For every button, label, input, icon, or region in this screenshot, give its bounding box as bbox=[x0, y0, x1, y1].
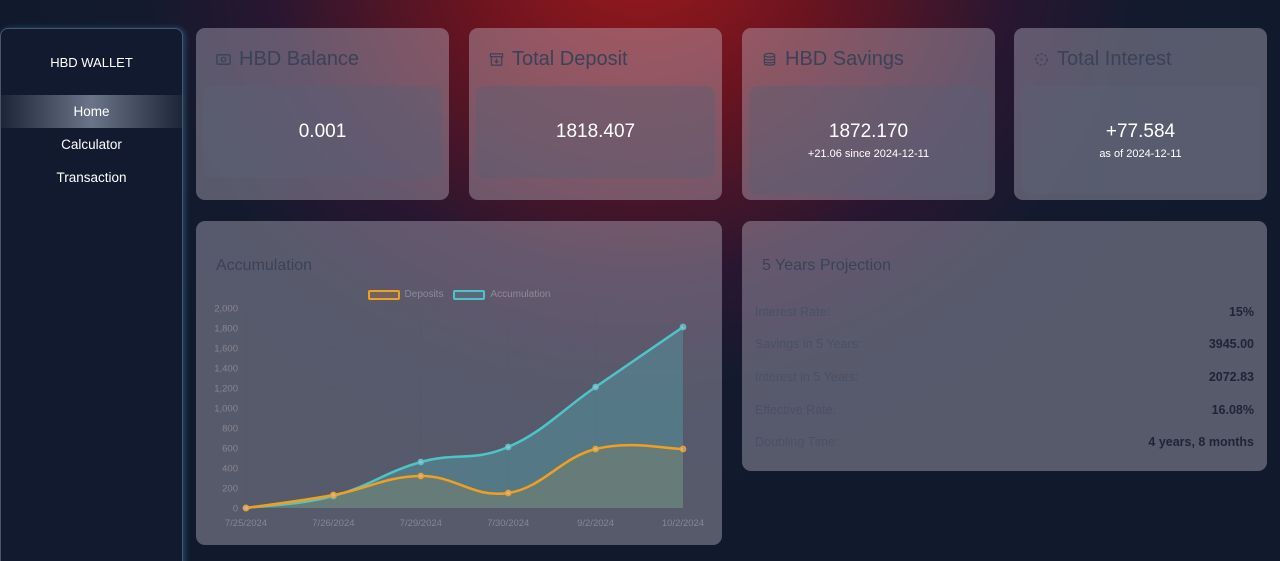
legend-item-deposits[interactable]: Deposits bbox=[367, 289, 444, 300]
y-tick-label: 400 bbox=[222, 464, 238, 475]
data-point-deposits bbox=[417, 472, 425, 480]
hbd-savings-label: HBD Savings bbox=[785, 48, 904, 70]
x-tick-label: 9/2/2024 bbox=[577, 518, 614, 529]
x-tick-label: 7/26/2024 bbox=[312, 518, 354, 529]
y-tick-label: 2,000 bbox=[214, 304, 238, 315]
effective-rate-value: 16.08% bbox=[1211, 403, 1254, 417]
data-point-deposits bbox=[242, 504, 250, 512]
y-tick-label: 1,200 bbox=[214, 384, 238, 395]
x-tick-label: 7/25/2024 bbox=[225, 518, 267, 529]
legend-label-accumulation: Accumulation bbox=[490, 289, 551, 300]
total-interest-box: +77.584 as of 2024-12-11 bbox=[1021, 86, 1260, 194]
total-deposit-box: 1818.407 bbox=[476, 86, 715, 178]
y-tick-label: 1,400 bbox=[214, 364, 238, 375]
hbd-balance-title: HBD Balance bbox=[216, 48, 359, 71]
total-interest-card: Total Interest +77.584 as of 2024-12-11 bbox=[1014, 28, 1267, 200]
projection-panel: 5 Years Projection Interest Rate: 15% Sa… bbox=[742, 221, 1267, 471]
legend-label-deposits: Deposits bbox=[404, 289, 444, 300]
data-point-accumulation bbox=[504, 443, 512, 451]
total-interest-title: Total Interest bbox=[1034, 48, 1172, 71]
hbd-balance-box: 0.001 bbox=[203, 86, 442, 178]
interest-rate-label: Interest Rate: bbox=[755, 305, 831, 319]
interest-5y-value: 2072.83 bbox=[1208, 370, 1254, 384]
money-icon bbox=[216, 54, 231, 65]
data-point-deposits bbox=[592, 445, 599, 453]
y-tick-label: 600 bbox=[222, 444, 238, 455]
hbd-savings-card: HBD Savings 1872.170 +21.06 since 2024-1… bbox=[742, 28, 995, 200]
projection-row-effective-rate: Effective Rate: 16.08% bbox=[755, 403, 1254, 417]
data-point-deposits bbox=[504, 489, 512, 497]
total-deposit-value: 1818.407 bbox=[555, 121, 636, 142]
accumulation-panel: Accumulation Deposits Accumulation 0 200 4… bbox=[196, 221, 722, 545]
y-tick-label: 1,800 bbox=[214, 324, 238, 335]
hbd-balance-value: 0.001 bbox=[298, 121, 347, 142]
database-icon bbox=[763, 52, 776, 66]
series-line-deposits bbox=[245, 443, 684, 510]
hbd-savings-value: 1872.170 bbox=[828, 120, 909, 142]
hbd-savings-box: 1872.170 +21.06 since 2024-12-11 bbox=[749, 86, 988, 194]
savings-5y-value: 3945.00 bbox=[1208, 337, 1254, 351]
series-area-deposits bbox=[246, 445, 683, 508]
sidebar-item-calculator[interactable]: Calculator bbox=[61, 137, 122, 152]
projection-title: 5 Years Projection bbox=[762, 257, 891, 274]
hbd-balance-card: HBD Balance 0.001 bbox=[196, 28, 449, 200]
brand-title: HBD WALLET bbox=[50, 55, 133, 70]
total-deposit-card: Total Deposit 1818.407 bbox=[469, 28, 722, 200]
x-tick-label: 10/2/2024 bbox=[662, 518, 704, 529]
chart-legend: Deposits Accumulation bbox=[196, 289, 722, 300]
legend-swatch-accumulation bbox=[453, 289, 486, 300]
total-interest-value: +77.584 bbox=[1105, 120, 1176, 142]
data-point-deposits bbox=[330, 491, 337, 499]
accumulation-chart: 0 200 400 600 800 1,000 1,200 1,400 1,600 1,800 2,… bbox=[214, 304, 704, 530]
sidebar-item-transaction[interactable]: Transaction bbox=[56, 170, 127, 185]
doubling-time-label: Doubling Time: bbox=[755, 435, 839, 449]
y-tick-label: 1,000 bbox=[214, 404, 238, 415]
total-interest-label: Total Interest bbox=[1057, 48, 1172, 70]
series-area-accumulation bbox=[246, 327, 683, 508]
data-point-deposits bbox=[679, 445, 687, 453]
archive-download-icon bbox=[489, 53, 504, 66]
hbd-savings-title: HBD Savings bbox=[762, 48, 904, 71]
y-tick-label: 1,600 bbox=[214, 344, 238, 355]
sidebar-item-home[interactable]: Home bbox=[1, 95, 182, 128]
total-deposit-title: Total Deposit bbox=[489, 48, 628, 71]
interest-5y-label: Interest in 5 Years: bbox=[755, 370, 859, 384]
total-deposit-label: Total Deposit bbox=[512, 48, 628, 70]
legend-swatch-deposits bbox=[367, 289, 400, 300]
data-point-accumulation bbox=[417, 458, 425, 466]
data-point-accumulation bbox=[679, 323, 687, 331]
sidebar: HBD WALLET Home Calculator Transaction bbox=[0, 28, 183, 561]
legend-item-accumulation[interactable]: Accumulation bbox=[453, 289, 550, 300]
sidebar-nav: Home Calculator Transaction bbox=[1, 95, 182, 194]
y-tick-label: 800 bbox=[222, 424, 238, 435]
interest-rate-value: 15% bbox=[1228, 305, 1254, 319]
doubling-time-value: 4 years, 8 months bbox=[1148, 435, 1254, 449]
savings-5y-label: Savings in 5 Years: bbox=[755, 337, 862, 351]
x-tick-label: 7/29/2024 bbox=[400, 518, 442, 529]
total-interest-date: as of 2024-12-11 bbox=[1099, 147, 1182, 160]
accumulation-title: Accumulation bbox=[216, 257, 313, 274]
projection-row-interest: Interest in 5 Years: 2072.83 bbox=[755, 370, 1254, 384]
y-tick-label: 0 bbox=[233, 504, 238, 515]
x-tick-label: 7/30/2024 bbox=[487, 518, 529, 529]
projection-row-doubling-time: Doubling Time: 4 years, 8 months bbox=[755, 435, 1254, 449]
effective-rate-label: Effective Rate: bbox=[755, 403, 837, 417]
data-point-accumulation bbox=[592, 383, 599, 391]
series-line-accumulation bbox=[245, 325, 684, 510]
hbd-balance-label: HBD Balance bbox=[239, 48, 360, 70]
projection-row-interest-rate: Interest Rate: 15% bbox=[755, 305, 1254, 319]
dashed-circle-icon bbox=[1035, 53, 1048, 66]
hbd-savings-change: +21.06 since 2024-12-11 bbox=[807, 147, 930, 160]
y-tick-label: 200 bbox=[222, 484, 238, 495]
projection-row-savings: Savings in 5 Years: 3945.00 bbox=[755, 337, 1254, 351]
